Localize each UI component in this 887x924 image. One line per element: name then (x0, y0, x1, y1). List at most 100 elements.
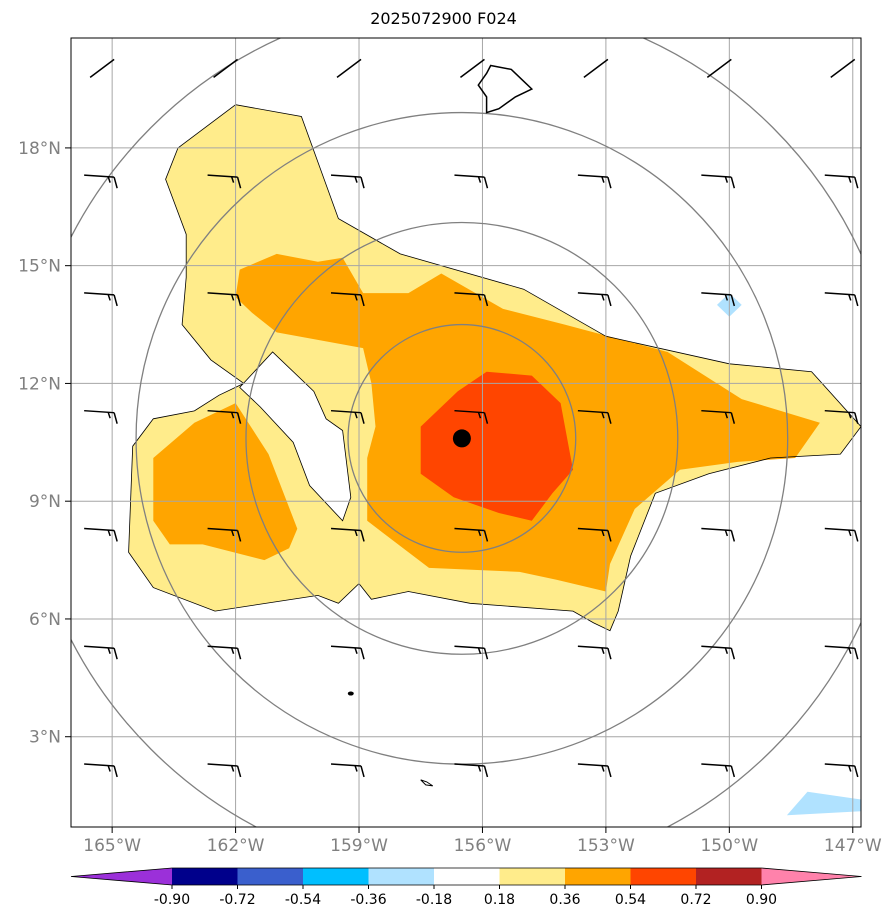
wind-barb-feather (230, 176, 235, 183)
wind-barb-staff (84, 409, 115, 414)
wind-barb-feather (854, 530, 859, 542)
wind-barb-staff (701, 645, 732, 649)
wind-barb-feather (730, 765, 736, 778)
x-tick-label: 162°W (207, 836, 265, 856)
wind-barb-staff (207, 174, 238, 178)
colorbar-tick-label: -0.18 (416, 892, 452, 908)
wind-barb-feather (113, 530, 118, 542)
wind-barb-feather (848, 294, 852, 301)
y-tick-label: 3°N (29, 728, 61, 748)
wind-barb-feather (230, 529, 235, 537)
field-gap-outline (239, 351, 352, 522)
wind-barb-staff (89, 58, 115, 79)
wind-barb (577, 292, 612, 307)
wind-barb-staff (824, 174, 855, 178)
wind-barb-feather (601, 176, 605, 183)
wind-barb-feather (477, 176, 482, 183)
wind-barb (701, 645, 736, 660)
colorbar-tick-label: -0.72 (219, 892, 255, 908)
wind-barb-feather (483, 765, 489, 778)
wind-barb-feather (607, 765, 612, 778)
wind-barb-feather (236, 648, 242, 660)
wind-barb (701, 527, 736, 542)
wind-barb-staff (207, 409, 238, 414)
wind-barb (207, 174, 242, 189)
wind-barb (84, 527, 118, 542)
wind-barb-feather (483, 530, 489, 542)
wind-barb-staff (330, 292, 362, 296)
wind-barb (207, 645, 242, 660)
colorbar-tick-label: 0.18 (484, 892, 515, 908)
wind-barb-staff (84, 527, 115, 532)
wind-barb-feather (601, 647, 605, 654)
range-ring (245, 221, 679, 655)
wind-barb-feather (607, 530, 612, 542)
wind-barb-feather (848, 765, 852, 772)
wind-barb-staff (84, 292, 115, 296)
wind-barb-feather (236, 765, 242, 778)
colorbar-tick-label: 0.54 (615, 892, 646, 908)
wind-barb-feather (477, 765, 482, 772)
wind-barb-feather (477, 294, 482, 301)
wind-barb (207, 763, 242, 778)
wind-barb-feather (854, 412, 859, 424)
wind-barb-feather (724, 647, 729, 654)
colorbar-tick-label: 0.90 (746, 892, 777, 908)
wind-barb (577, 763, 612, 778)
wind-barb-feather (354, 294, 358, 301)
wind-barb-feather (848, 647, 852, 654)
colorbar-tick-label: -0.90 (154, 892, 190, 908)
wind-barb (701, 292, 736, 307)
wind-barb-feather (107, 411, 111, 419)
wind-barb (454, 409, 489, 424)
wind-barb-feather (724, 294, 729, 301)
colorbar-tick-label: -0.54 (285, 892, 321, 908)
wind-barb-staff (84, 645, 115, 649)
wind-barb (84, 763, 118, 778)
chart-title: 2025072900 F024 (370, 9, 517, 28)
wind-barb-feather (601, 411, 605, 419)
wind-barb (213, 58, 239, 79)
wind-barb (824, 292, 859, 307)
wind-barb-feather (360, 294, 365, 307)
wind-barb-feather (230, 294, 235, 301)
wind-barb-staff (84, 763, 115, 767)
colorbar-segment (237, 868, 304, 885)
wind-barb-feather (360, 648, 365, 660)
wind-barb (577, 174, 612, 189)
x-tick-label: 165°W (83, 836, 141, 856)
wind-barb-feather (607, 176, 612, 189)
wind-barb-staff (577, 527, 608, 532)
wind-barb (454, 174, 489, 189)
wind-barb-feather (607, 412, 612, 424)
colorbar-extend-min (71, 868, 172, 885)
wind-barb-staff (824, 645, 855, 649)
wind-barb (84, 645, 118, 660)
wind-barb-feather (730, 412, 736, 424)
wind-barb (336, 58, 362, 79)
field-orange-west (153, 403, 298, 561)
wind-barb-feather (113, 176, 118, 189)
wind-barb-feather (236, 530, 242, 542)
wind-barb-feather (848, 529, 852, 537)
wind-barb-staff (577, 292, 608, 296)
wind-barb-feather (113, 412, 118, 424)
wind-barb-feather (354, 765, 358, 772)
wind-barb-staff (330, 409, 362, 414)
wind-barb-feather (848, 411, 852, 419)
wind-barb (454, 645, 489, 660)
wind-barb-feather (360, 530, 365, 542)
wind-barb-staff (336, 58, 362, 79)
wind-barb-feather (477, 529, 482, 537)
wind-barb-staff (330, 645, 362, 649)
x-tick-label: 159°W (330, 836, 388, 856)
wind-barb (701, 174, 736, 189)
wind-barb-feather (730, 648, 736, 660)
wind-barb-staff (701, 292, 732, 296)
wind-barb-feather (724, 765, 729, 772)
wind-barb-feather (230, 647, 235, 654)
wind-barb-feather (730, 176, 736, 189)
wind-barb (207, 292, 242, 307)
colorbar-segment (303, 868, 369, 885)
wind-barb (706, 58, 732, 79)
